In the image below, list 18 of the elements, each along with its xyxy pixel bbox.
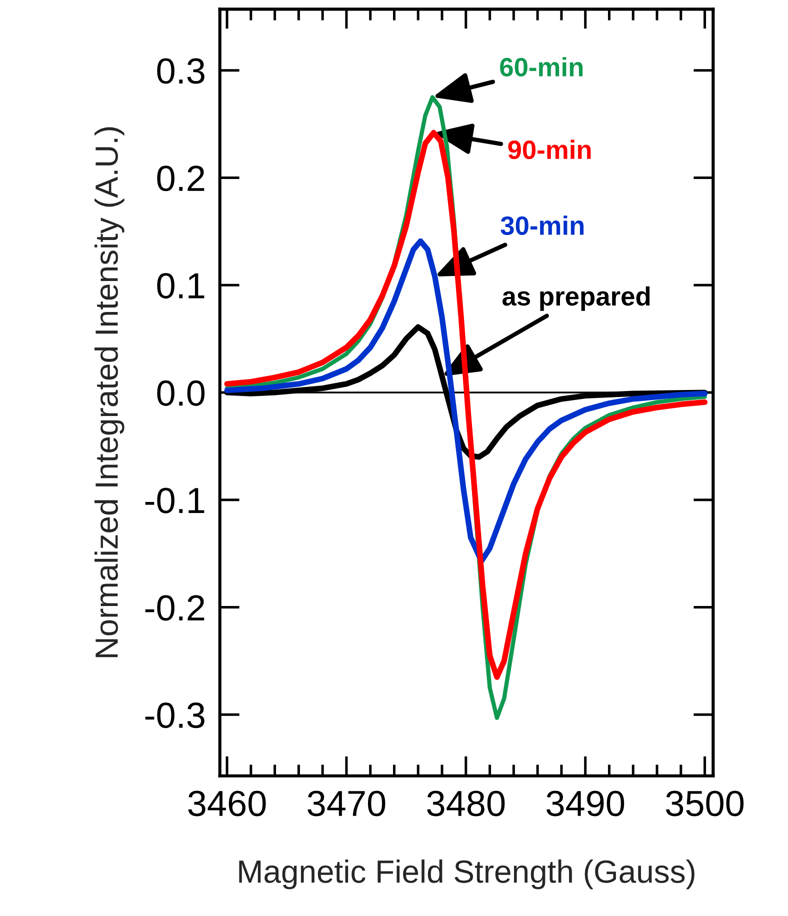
- y-tick-label: -0.1: [145, 488, 204, 514]
- y-tick-label: 0.3: [157, 58, 204, 84]
- x-tick-label: 3500: [666, 790, 744, 816]
- y-tick-label: -0.3: [145, 702, 204, 728]
- y-tick-label: 0.0: [157, 380, 205, 406]
- annotation: as prepared: [502, 286, 650, 311]
- x-tick-label: 3470: [308, 790, 386, 816]
- y-tick-label: 0.1: [157, 272, 204, 299]
- annotation: 90-min: [508, 140, 591, 160]
- y-axis-title: Normalized Integrated Intensity (A.U.): [94, 127, 124, 658]
- x-tick-label: 3460: [188, 790, 266, 816]
- annotation: 60-min: [500, 57, 583, 77]
- x-tick-label: 3480: [427, 790, 505, 816]
- x-axis-title: Magnetic Field Strength (Gauss): [239, 860, 694, 890]
- y-tick-label: 0.2: [157, 166, 204, 192]
- x-tick-label: 3490: [546, 790, 624, 816]
- annotation: 30-min: [500, 216, 584, 236]
- y-tick-label: -0.2: [145, 595, 204, 621]
